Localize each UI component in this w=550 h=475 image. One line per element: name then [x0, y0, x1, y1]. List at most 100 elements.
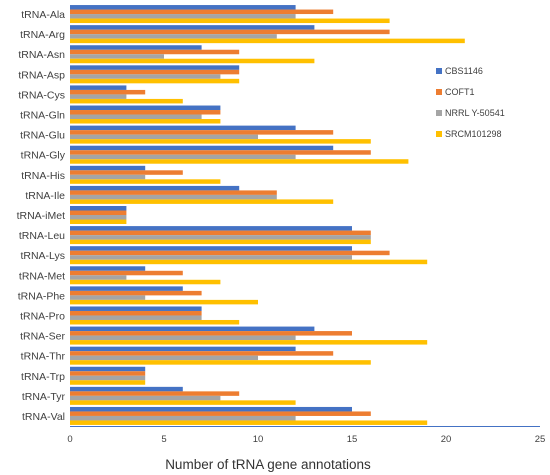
- x-tick-label: 10: [253, 434, 264, 445]
- legend-label: COFT1: [445, 87, 475, 97]
- bar-trna-tyr-srcm101298: [70, 400, 296, 405]
- bar-trna-cys-cbs1146: [70, 85, 127, 90]
- bar-trna-val-cbs1146: [70, 406, 352, 412]
- bar-trna-ser-srcm101298: [70, 340, 428, 345]
- bar-trna-lys-cbs1146: [70, 246, 352, 251]
- bar-trna-lys-nrrl-y-50541: [70, 255, 352, 260]
- legend: CBS1146 COFT1 NRRL Y-50541 SRCM101298: [436, 66, 505, 139]
- category-label: tRNA-iMet: [17, 210, 66, 222]
- bar-trna-thr-coft1: [70, 351, 334, 356]
- bar-trna-pro-srcm101298: [70, 319, 240, 325]
- bar-trna-pro-cbs1146: [70, 306, 202, 311]
- bar-trna-tyr-coft1: [70, 391, 240, 396]
- x-tick-label: 15: [347, 434, 358, 445]
- bars-group: [70, 5, 465, 425]
- bar-trna-trp-nrrl-y-50541: [70, 375, 146, 381]
- bar-trna-glu-coft1: [70, 130, 334, 135]
- bar-trna-asn-srcm101298: [70, 58, 315, 64]
- bar-trna-ile-cbs1146: [70, 185, 240, 191]
- bar-trna-tyr-cbs1146: [70, 386, 183, 392]
- category-label: tRNA-Cys: [18, 89, 65, 101]
- bar-trna-thr-srcm101298: [70, 360, 371, 365]
- legend-label: NRRL Y-50541: [445, 108, 505, 118]
- bar-trna-met-coft1: [70, 270, 183, 276]
- bar-trna-phe-coft1: [70, 290, 202, 296]
- bar-trna-his-srcm101298: [70, 179, 221, 184]
- bar-trna-gln-coft1: [70, 110, 221, 115]
- category-label: tRNA-Pro: [20, 310, 65, 322]
- category-label: tRNA-Tyr: [22, 391, 66, 403]
- category-label: tRNA-Met: [19, 270, 65, 282]
- legend-swatch: [436, 89, 442, 95]
- bar-trna-met-nrrl-y-50541: [70, 275, 127, 280]
- bar-trna-asp-coft1: [70, 69, 240, 75]
- x-tick-label: 20: [441, 434, 452, 445]
- bar-trna-leu-coft1: [70, 230, 371, 236]
- category-label: tRNA-Thr: [21, 351, 66, 363]
- bar-trna-val-srcm101298: [70, 420, 428, 425]
- bar-trna-pro-coft1: [70, 310, 202, 316]
- bar-trna-imet-nrrl-y-50541: [70, 215, 127, 220]
- bar-trna-val-nrrl-y-50541: [70, 415, 296, 421]
- bar-trna-gln-cbs1146: [70, 105, 221, 111]
- bar-trna-ala-cbs1146: [70, 5, 296, 10]
- x-tick-labels: 0 5 10 15 20 25: [67, 434, 545, 445]
- bar-trna-ile-srcm101298: [70, 199, 334, 204]
- bar-trna-glu-srcm101298: [70, 139, 371, 144]
- bar-trna-leu-nrrl-y-50541: [70, 235, 371, 240]
- category-labels: tRNA-Ala tRNA-Arg tRNA-Asn tRNA-Asp tRNA-Cys…: [17, 9, 66, 423]
- bar-trna-glu-cbs1146: [70, 125, 296, 131]
- category-label: tRNA-Ile: [25, 190, 65, 202]
- bar-trna-asp-srcm101298: [70, 78, 240, 84]
- bar-trna-tyr-nrrl-y-50541: [70, 395, 221, 401]
- bar-trna-asp-nrrl-y-50541: [70, 74, 221, 79]
- category-label: tRNA-Arg: [20, 29, 65, 41]
- bar-trna-trp-coft1: [70, 371, 146, 376]
- category-label: tRNA-His: [21, 170, 65, 182]
- bar-trna-his-cbs1146: [70, 165, 146, 171]
- bar-trna-cys-coft1: [70, 89, 146, 95]
- bar-trna-arg-nrrl-y-50541: [70, 34, 277, 39]
- category-label: tRNA-Asn: [18, 49, 65, 61]
- bar-trna-ala-srcm101298: [70, 18, 390, 24]
- bar-trna-asn-coft1: [70, 49, 240, 55]
- category-label: tRNA-Val: [22, 411, 65, 423]
- bar-trna-trp-srcm101298: [70, 380, 146, 385]
- legend-swatch: [436, 68, 442, 74]
- bar-trna-val-coft1: [70, 411, 371, 416]
- category-label: tRNA-Leu: [19, 230, 65, 242]
- bar-trna-arg-cbs1146: [70, 25, 315, 30]
- bar-trna-asp-cbs1146: [70, 65, 240, 70]
- bar-trna-lys-coft1: [70, 250, 390, 256]
- bar-trna-gly-nrrl-y-50541: [70, 154, 296, 160]
- bar-trna-ser-coft1: [70, 331, 352, 336]
- bar-trna-phe-srcm101298: [70, 299, 258, 305]
- category-label: tRNA-Gln: [20, 110, 65, 122]
- bar-trna-gln-srcm101298: [70, 119, 221, 124]
- bar-trna-ser-cbs1146: [70, 326, 315, 332]
- bar-trna-asn-nrrl-y-50541: [70, 54, 164, 59]
- bar-trna-gly-srcm101298: [70, 159, 409, 164]
- bar-trna-phe-cbs1146: [70, 286, 183, 291]
- bar-trna-met-srcm101298: [70, 279, 221, 285]
- bar-trna-gly-coft1: [70, 150, 371, 155]
- legend-label: CBS1146: [445, 66, 483, 76]
- bar-trna-met-cbs1146: [70, 266, 146, 271]
- bar-trna-leu-srcm101298: [70, 239, 371, 245]
- x-tick-label: 5: [161, 434, 166, 445]
- bar-trna-lys-srcm101298: [70, 259, 428, 265]
- legend-label: SRCM101298: [445, 129, 502, 139]
- category-label: tRNA-Trp: [21, 371, 65, 383]
- category-label: tRNA-Lys: [20, 250, 65, 262]
- x-tick-label: 25: [535, 434, 546, 445]
- bar-trna-asn-cbs1146: [70, 45, 202, 50]
- bar-trna-phe-nrrl-y-50541: [70, 295, 146, 300]
- category-label: tRNA-Ser: [20, 331, 65, 343]
- legend-swatch: [436, 110, 442, 116]
- bar-trna-ile-coft1: [70, 190, 277, 195]
- bar-trna-imet-cbs1146: [70, 206, 127, 211]
- category-label: tRNA-Gly: [21, 150, 66, 162]
- bar-trna-arg-coft1: [70, 29, 390, 35]
- x-axis-title: Number of tRNA gene annotations: [165, 457, 371, 472]
